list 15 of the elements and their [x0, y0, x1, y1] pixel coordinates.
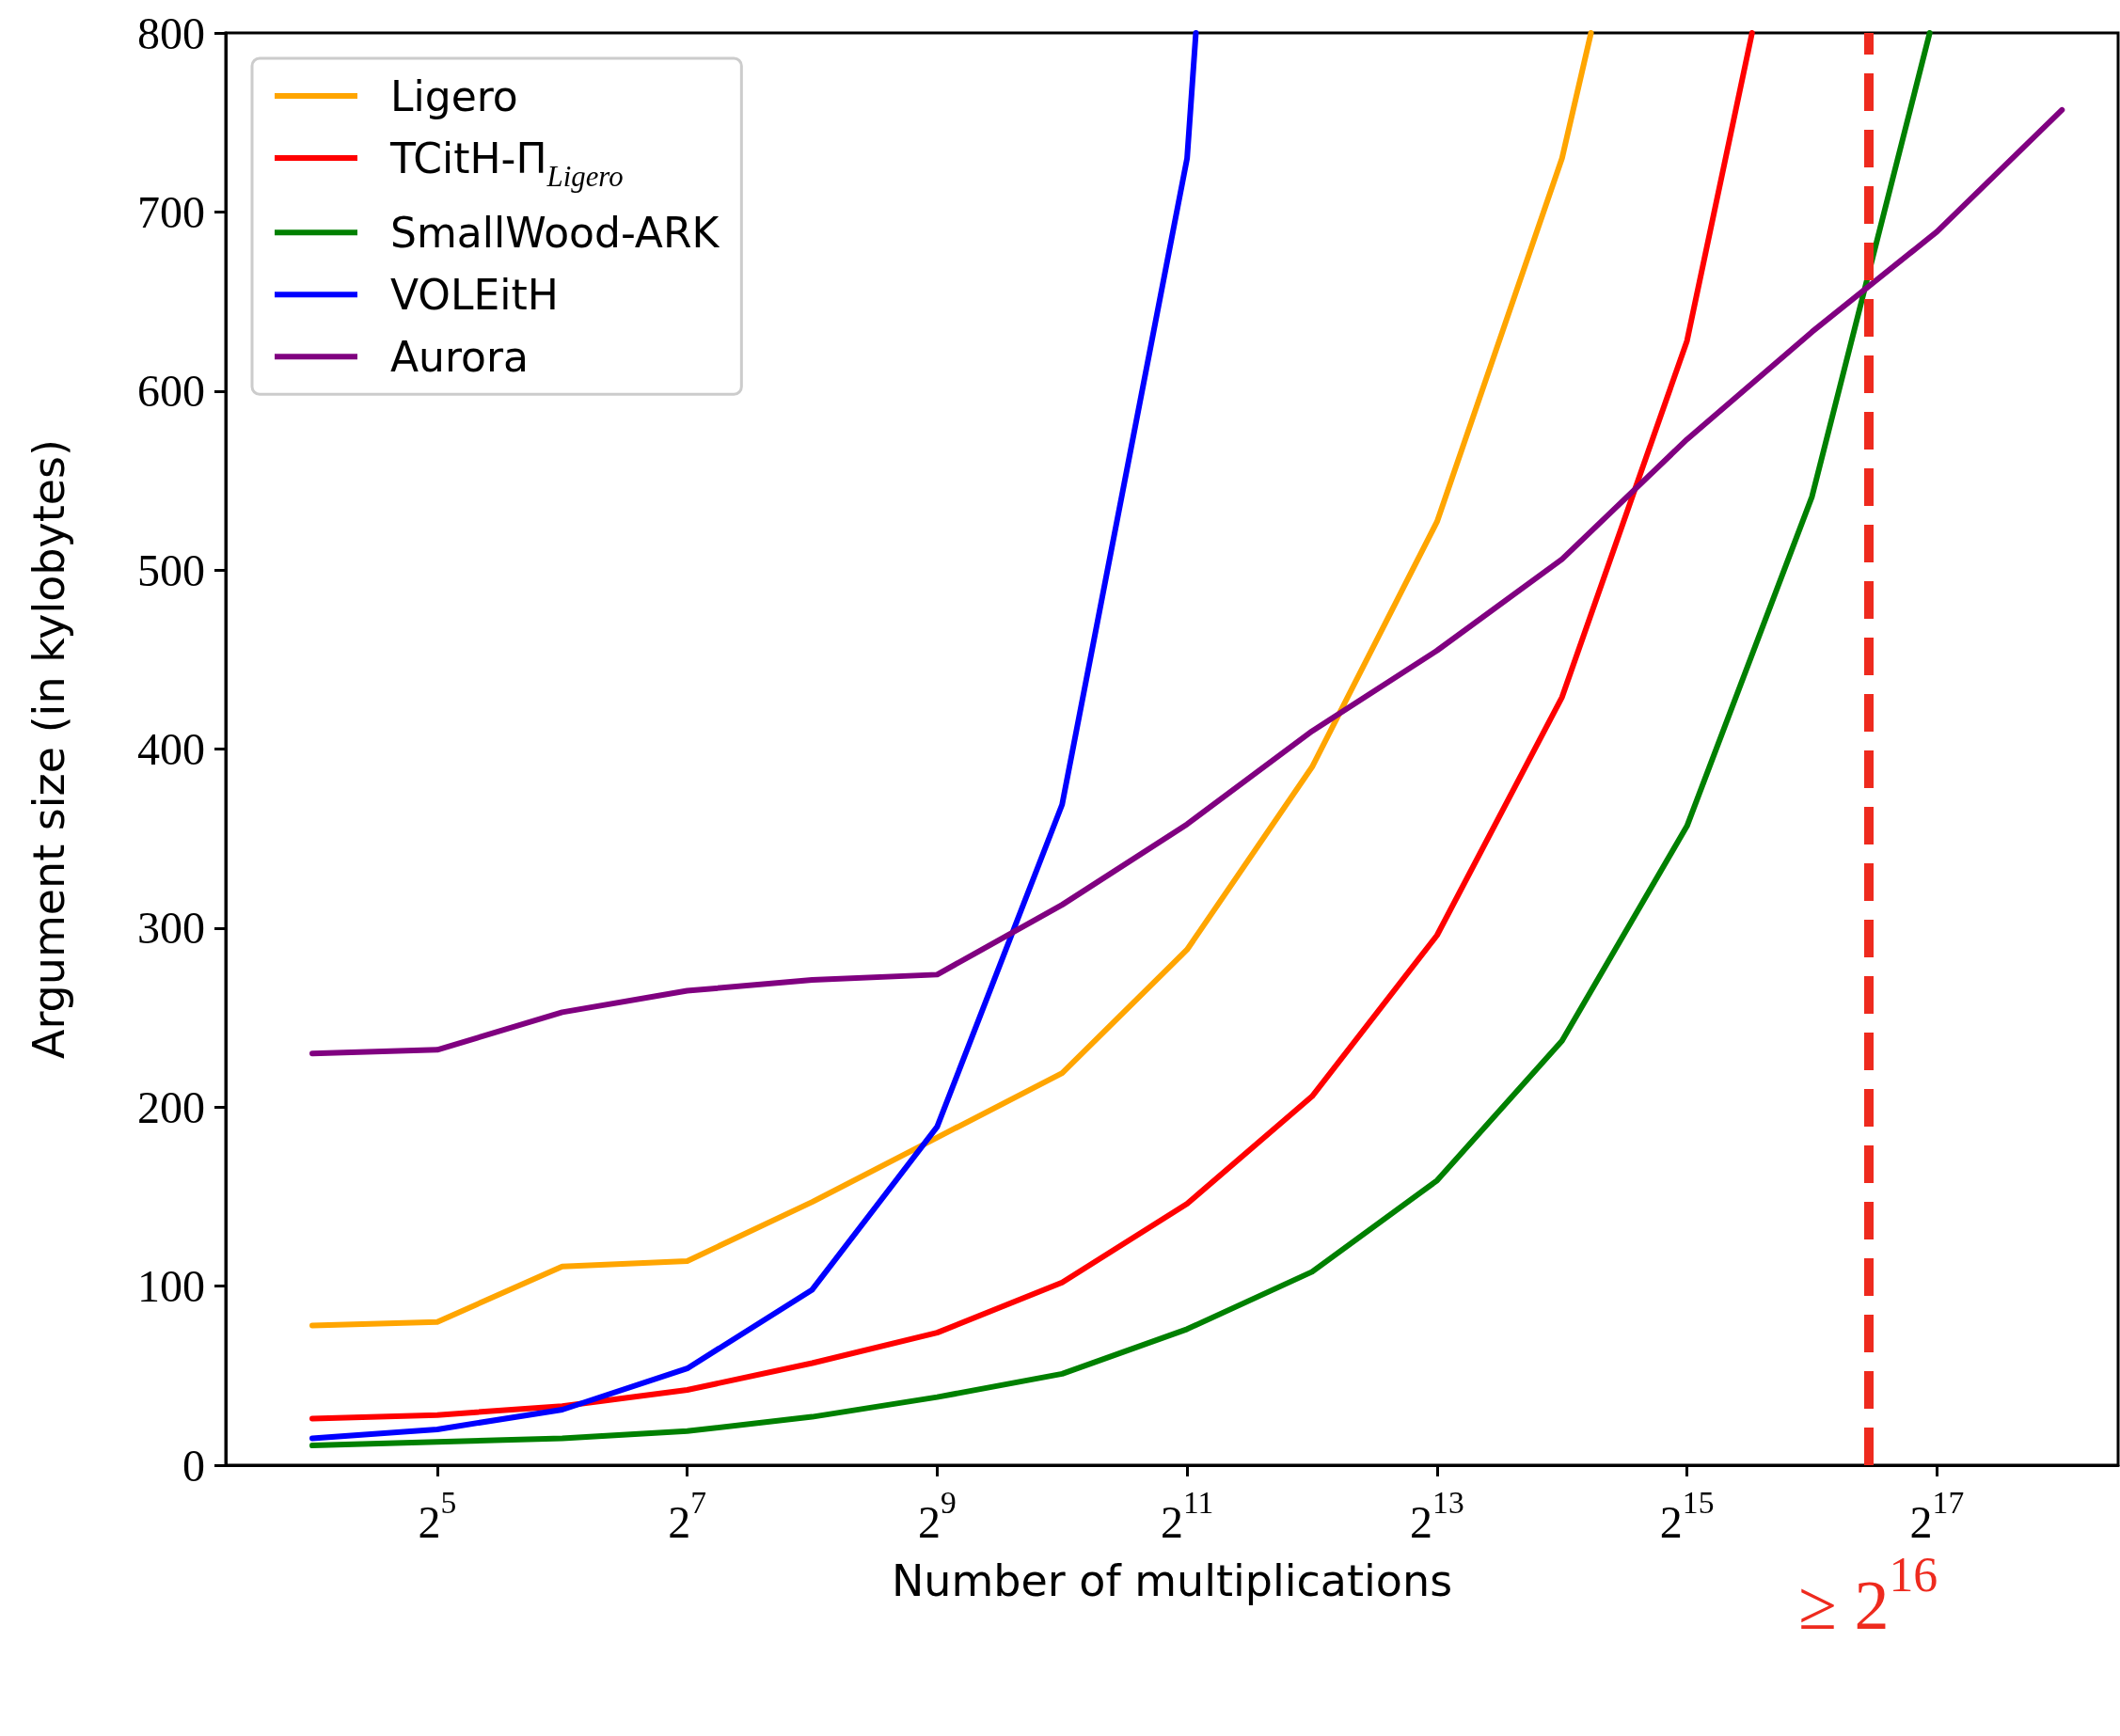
legend-label: Aurora [390, 332, 530, 381]
y-tick-label: 300 [137, 903, 205, 954]
y-tick-label: 200 [137, 1081, 205, 1132]
legend-label: SmallWood-ARK [390, 208, 720, 257]
y-tick-label: 800 [137, 8, 205, 58]
y-tick-label: 500 [137, 544, 205, 595]
y-tick-label: 100 [137, 1261, 205, 1312]
x-axis-title: Number of multiplications [891, 1555, 1453, 1606]
y-tick-label: 400 [137, 724, 205, 774]
legend-label: VOLEitH [390, 270, 559, 319]
legend-label: Ligero [390, 71, 518, 120]
y-tick-label: 600 [137, 366, 205, 417]
y-axis-title: Argument size (in kylobytes) [24, 439, 74, 1059]
y-tick-label: 0 [182, 1440, 205, 1491]
y-tick-label: 700 [137, 186, 205, 237]
